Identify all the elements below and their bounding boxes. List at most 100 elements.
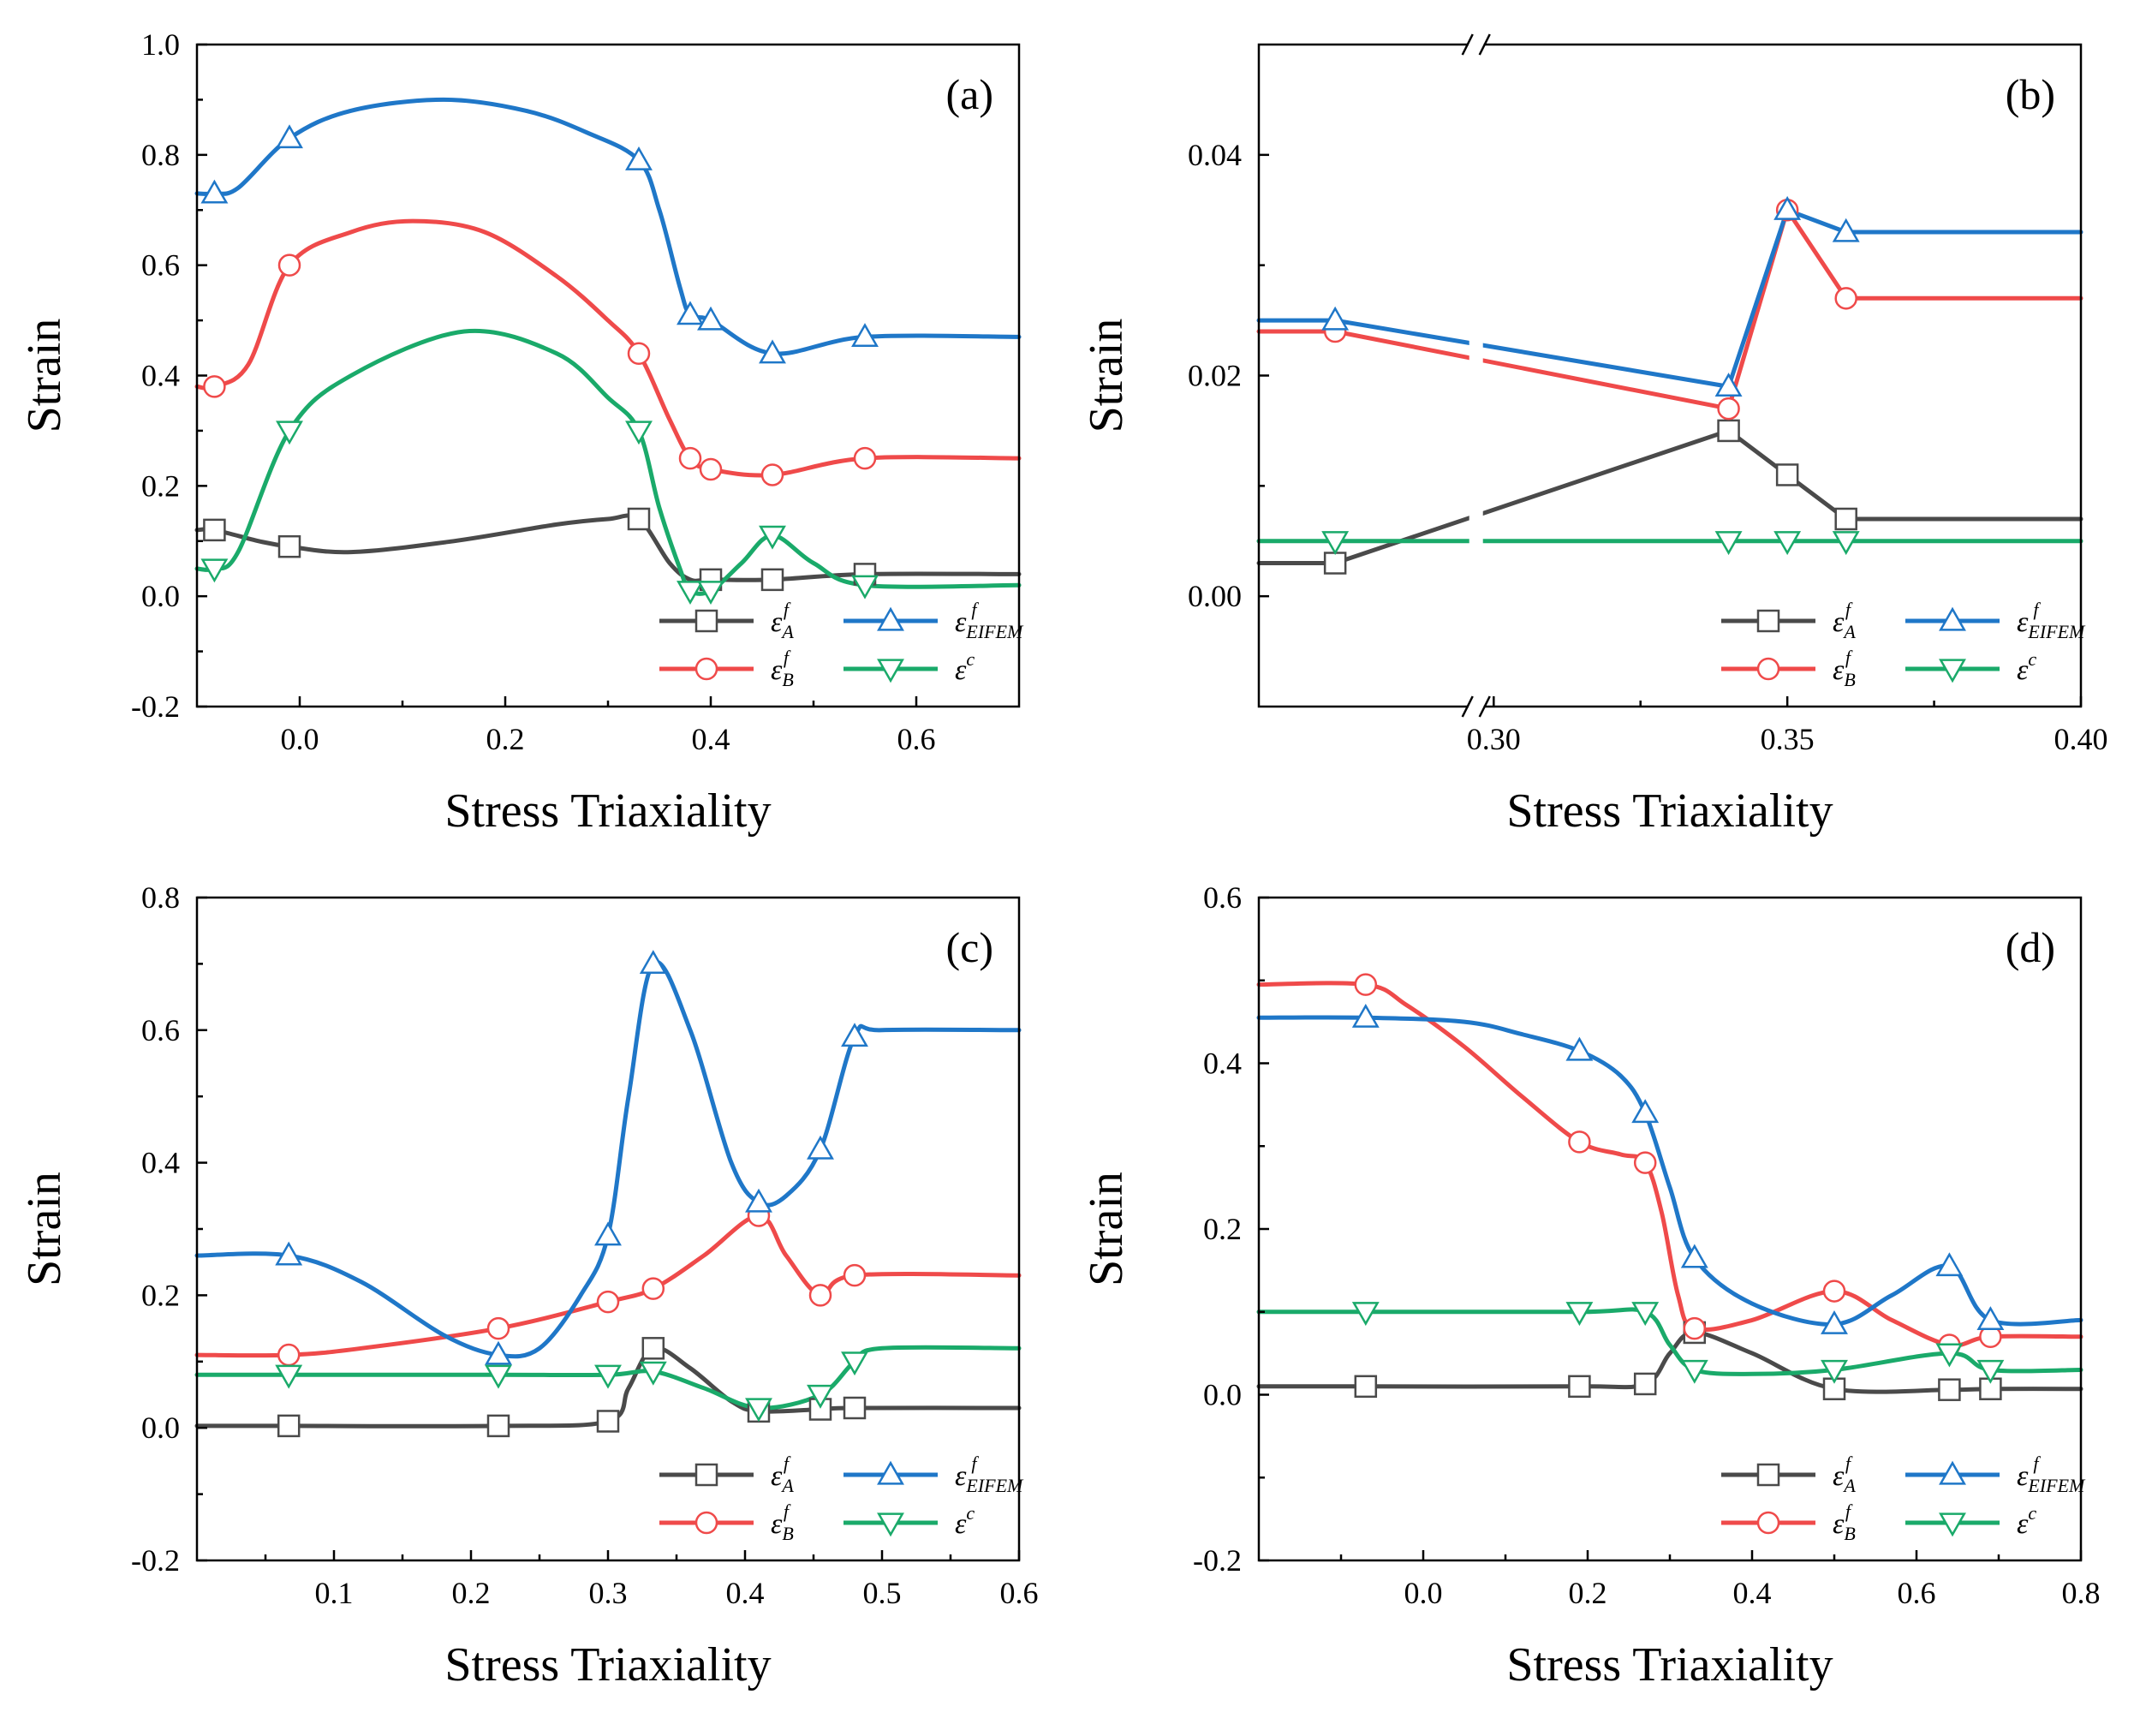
marker-triangle-down: [485, 1364, 512, 1389]
marker-triangle-up: [1939, 1460, 1966, 1485]
x-tick-label: 0.0: [1404, 1576, 1443, 1610]
marker-square: [1756, 609, 1780, 633]
y-tick-label: -0.2: [131, 689, 180, 724]
marker-triangle-up: [1939, 606, 1966, 631]
marker-square: [843, 1396, 867, 1420]
marker-triangle-up: [594, 1221, 622, 1246]
axis-break-mark: [1461, 695, 1474, 718]
legend: εAf εEIFEMf εBf εc: [659, 1453, 1024, 1544]
x-axis-title: Stress Triaxiality: [444, 1638, 771, 1691]
x-tick-label: 0.6: [1000, 1576, 1039, 1610]
y-tick-label: 0.02: [1188, 359, 1242, 393]
marker-triangle-down: [1565, 1302, 1594, 1327]
y-tick-label: 0.0: [141, 1411, 180, 1445]
marker-circle: [808, 1284, 832, 1307]
y-tick-label: 0.6: [141, 248, 180, 283]
marker-circle: [694, 657, 718, 681]
y-tick-label: 0.4: [1203, 1047, 1242, 1081]
series-markers: [1321, 195, 1860, 575]
marker-triangle-down: [807, 1384, 834, 1409]
marker-triangle-up: [677, 301, 704, 325]
marker-circle: [641, 1277, 665, 1300]
marker-triangle-down: [1976, 1359, 2005, 1384]
x-tick-label: 0.1: [315, 1576, 354, 1610]
marker-triangle-up: [1631, 1099, 1660, 1124]
marker-circle: [760, 463, 784, 486]
plot-frame: [1257, 896, 2083, 1562]
axis-break-cover: [1468, 703, 1484, 710]
marker-triangle-up: [1680, 1244, 1708, 1268]
marker-square: [641, 1337, 665, 1360]
axis-break-gap: [1469, 47, 1483, 704]
marker-triangle-down: [1821, 1359, 1848, 1384]
y-tick-label: 0.6: [141, 1013, 180, 1047]
legend-label: εc: [955, 1502, 975, 1540]
marker-circle: [1756, 1511, 1780, 1535]
marker-square: [760, 568, 784, 592]
panel-label: (a): [946, 70, 994, 118]
legend-label: εAf: [771, 1453, 794, 1496]
marker-square: [486, 1414, 510, 1438]
x-tick-label: 0.2: [486, 722, 525, 756]
legend: εAf εEIFEMf εBf εc: [1721, 599, 2086, 690]
series-lines: [194, 959, 1022, 1429]
series-line-εB_f: [1256, 981, 2083, 1348]
marker-triangle-up: [275, 1241, 303, 1266]
marker-triangle-down: [625, 421, 653, 445]
marker-triangle-up: [759, 339, 786, 364]
marker-square: [1568, 1375, 1591, 1399]
marker-circle: [694, 1511, 718, 1535]
x-tick-label: 0.35: [1761, 722, 1815, 756]
marker-circle: [277, 254, 301, 277]
series-line-εEIFEM_f: [1256, 207, 2083, 389]
marker-square: [694, 1463, 718, 1487]
marker-circle: [853, 446, 877, 470]
legend-label: εc: [2017, 1502, 2036, 1540]
marker-triangle-down: [1939, 659, 1966, 683]
x-tick-label: 0.0: [281, 722, 319, 756]
marker-circle: [277, 1343, 301, 1367]
y-tick-label: 0.4: [141, 359, 180, 393]
marker-square: [1354, 1375, 1378, 1399]
series-line-εB_f: [1256, 207, 2083, 411]
x-tick-label: 0.30: [1467, 722, 1521, 756]
marker-triangle-down: [745, 1398, 772, 1423]
legend-label: εBf: [771, 647, 794, 690]
legend-label: εBf: [1833, 647, 1856, 690]
marker-circle: [1354, 973, 1378, 996]
y-tick-label: 0.8: [141, 138, 180, 172]
x-tick-label: 0.2: [1569, 1576, 1607, 1610]
marker-square: [203, 518, 226, 542]
marker-triangle-down: [1935, 1343, 1964, 1368]
legend-label: εBf: [1833, 1500, 1856, 1544]
y-tick-label: -0.2: [131, 1543, 180, 1578]
x-tick-label: 0.5: [863, 1576, 902, 1610]
marker-triangle-up: [625, 146, 653, 170]
marker-circle: [1834, 287, 1857, 310]
y-tick-label: 0.2: [141, 1278, 180, 1312]
panel-label: (c): [946, 923, 994, 971]
y-tick-label: 0.0: [141, 579, 180, 613]
marker-circle: [596, 1290, 620, 1314]
series-line-εA_f: [1256, 428, 2083, 565]
series-line-εEIFEM_f: [194, 97, 1022, 356]
marker-triangle-up: [485, 1340, 512, 1365]
y-axis-title: Strain: [1080, 1172, 1133, 1286]
legend-label: εEIFEMf: [955, 1453, 1024, 1496]
marker-triangle-down: [1351, 1302, 1380, 1327]
series-line-εA_f: [194, 513, 1022, 583]
marker-square: [627, 507, 651, 531]
legend-label: εEIFEMf: [2017, 599, 2086, 642]
legend-label: εc: [2017, 648, 2036, 686]
series-markers: [275, 950, 868, 1438]
marker-triangle-down: [877, 1512, 904, 1537]
marker-circle: [843, 1263, 867, 1287]
marker-triangle-down: [1939, 1512, 1966, 1537]
marker-circle: [203, 375, 226, 398]
marker-triangle-up: [1773, 195, 1802, 220]
x-tick-label: 0.40: [2054, 722, 2108, 756]
y-axis-title: Strain: [18, 319, 71, 433]
marker-triangle-up: [745, 1188, 772, 1213]
marker-triangle-up: [807, 1135, 834, 1160]
marker-triangle-up: [841, 1023, 868, 1047]
